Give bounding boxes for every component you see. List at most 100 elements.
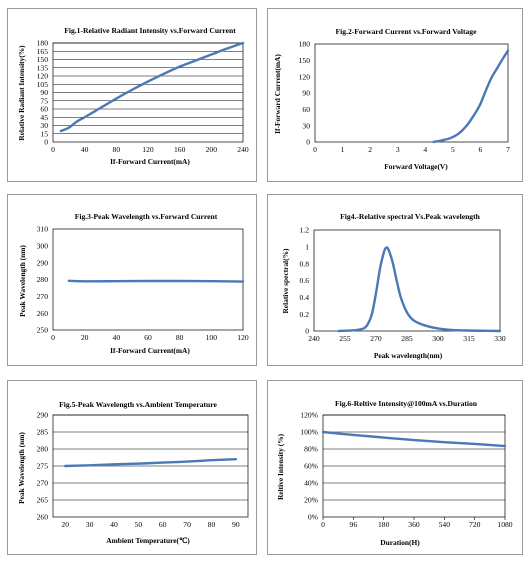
chart-1-y-tick-label: 0 (44, 138, 48, 147)
chart-3-x-tick-label: 20 (81, 333, 89, 342)
chart-1-x-tick-label: 0 (51, 145, 55, 154)
chart-2-y-tick-label: 180 (299, 40, 311, 49)
chart-6-y-tick-label: 80% (304, 445, 319, 454)
chart-5-x-tick-label: 40 (110, 520, 118, 529)
chart-1-y-tick-label: 135 (37, 63, 49, 72)
chart-1-x-tick-label: 120 (142, 145, 154, 154)
chart-1-y-tick-label: 45 (40, 113, 48, 122)
chart-3-x-tick-label: 40 (113, 333, 121, 342)
chart-3-y-tick-label: 290 (37, 258, 49, 267)
chart-1-x-tick-label: 80 (113, 145, 121, 154)
chart-6-svg: Fig.6-Reltive Intensity@100mA vs.Duratio… (276, 399, 513, 547)
chart-1-y-tick-label: 30 (40, 121, 48, 130)
chart-4-y-tick-label: 0.2 (300, 310, 310, 319)
chart-4-xlabel: Peak wavelength(nm) (374, 351, 443, 360)
chart-1-y-tick-label: 75 (40, 96, 48, 105)
chart-3-ylabel: Peak Wavelength (nm) (18, 245, 27, 317)
chart-3-y-tick-label: 270 (37, 292, 49, 301)
chart-3-y-tick-label: 310 (37, 225, 49, 234)
chart-2-y-tick-label: 90 (302, 89, 310, 98)
chart-2-svg: Fig.2-Forward Current vs.Forward Voltage… (273, 27, 510, 171)
chart-6-x-tick-label: 1080 (497, 520, 512, 529)
chart-4-x-tick-label: 285 (401, 334, 413, 343)
chart-6-y-tick-label: 120% (300, 411, 318, 420)
chart-1-x-tick-label: 160 (174, 145, 186, 154)
chart-3-plot-frame (52, 228, 244, 331)
chart-5-x-tick-label: 50 (135, 520, 143, 529)
chart-4-y-tick-label: 0.4 (300, 293, 310, 302)
chart-1-y-tick-label: 90 (40, 88, 48, 97)
chart-4-series-line (337, 246, 502, 333)
chart-2-x-tick-label: 2 (368, 145, 372, 154)
chart-2-x-tick-label: 6 (479, 145, 483, 154)
chart-1-y-tick-label: 60 (40, 105, 48, 114)
chart-1-y-tick-label: 105 (37, 80, 49, 89)
chart-3-svg: Fig.3-Peak Wavelength vs.Forward Current… (18, 212, 249, 355)
chart-6-title: Fig.6-Reltive Intensity@100mA vs.Duratio… (335, 399, 478, 408)
chart-6-y-tick-label: 60% (304, 462, 319, 471)
chart-3-y-tick-label: 250 (37, 326, 49, 335)
chart-2-x-tick-label: 7 (506, 145, 510, 154)
chart-3-xlabel: If-Forward Current(mA) (110, 346, 190, 355)
chart-1-title: Fig.1-Relative Radiant Intensity vs.Forw… (64, 26, 236, 35)
chart-2-x-tick-label: 4 (423, 145, 427, 154)
chart-6-xlabel: Duration(H) (380, 538, 420, 547)
chart-2-plot-frame (314, 43, 509, 143)
chart-1-x-tick-label: 240 (237, 145, 249, 154)
chart-2-y-tick-label: 150 (299, 56, 311, 65)
chart-4-y-tick-label: 1 (305, 242, 309, 251)
chart-1-y-tick-label: 15 (40, 129, 48, 138)
chart-2-title: Fig.2-Forward Current vs.Forward Voltage (336, 27, 478, 36)
chart-3-title: Fig.3-Peak Wavelength vs.Forward Current (75, 212, 218, 221)
chart-1-y-tick-label: 180 (37, 39, 49, 48)
chart-6-x-tick-label: 0 (321, 520, 325, 529)
chart-5-title: Fig.5-Peak Wavelength vs.Ambient Tempera… (59, 400, 217, 409)
chart-2-y-tick-label: 30 (302, 121, 310, 130)
chart-6-y-tick-label: 0% (308, 513, 319, 522)
chart-5-x-tick-label: 60 (159, 520, 167, 529)
chart-5-x-tick-label: 70 (183, 520, 191, 529)
chart-1-y-tick-label: 150 (37, 55, 49, 64)
chart-panel-4: Fig4.-Relative spectral Vs.Peak waveleng… (267, 194, 523, 366)
chart-5-series-line (63, 458, 238, 468)
chart-1-ylabel: Relative Radiant Intensity(%) (17, 45, 26, 141)
chart-5-x-tick-label: 80 (208, 520, 216, 529)
chart-2-y-tick-label: 0 (306, 138, 310, 147)
chart-5-y-tick-label: 260 (37, 513, 49, 522)
chart-5-y-tick-label: 285 (37, 428, 49, 437)
chart-2-x-tick-label: 5 (451, 145, 455, 154)
chart-1-series-line (59, 41, 245, 133)
chart-5-y-tick-label: 275 (37, 462, 49, 471)
chart-panel-3: Fig.3-Peak Wavelength vs.Forward Current… (7, 194, 257, 366)
chart-3-x-tick-label: 60 (144, 333, 152, 342)
chart-3-x-tick-label: 100 (206, 333, 218, 342)
chart-3-x-tick-label: 80 (176, 333, 184, 342)
chart-5-y-tick-label: 265 (37, 496, 49, 505)
chart-4-y-tick-label: 0.8 (300, 259, 310, 268)
chart-5-x-tick-label: 20 (61, 520, 69, 529)
chart-4-y-tick-label: 0.6 (300, 276, 310, 285)
chart-1-y-tick-label: 165 (37, 47, 49, 56)
chart-6-x-tick-label: 720 (469, 520, 481, 529)
chart-1-svg: Fig.1-Relative Radiant Intensity vs.Forw… (17, 26, 249, 166)
chart-6-ylabel: Reltive Intensity (%) (276, 433, 285, 500)
chart-2-xlabel: Forward Voltage(V) (384, 162, 448, 171)
chart-4-x-tick-label: 255 (339, 334, 351, 343)
chart-5-svg: Fig.5-Peak Wavelength vs.Ambient Tempera… (17, 400, 249, 545)
chart-2-series-line (432, 49, 510, 144)
chart-4-title: Fig4.-Relative spectral Vs.Peak waveleng… (340, 212, 480, 221)
chart-2-y-tick-label: 60 (302, 105, 310, 114)
chart-4-x-tick-label: 300 (432, 334, 444, 343)
chart-1-xlabel: If-Forward Current(mA) (110, 157, 190, 166)
chart-2-y-tick-label: 120 (299, 72, 311, 81)
chart-5-xlabel: Ambient Temperature(℃) (106, 536, 190, 545)
chart-6-y-tick-label: 40% (304, 479, 319, 488)
chart-panel-6: Fig.6-Reltive Intensity@100mA vs.Duratio… (267, 380, 523, 555)
chart-2-x-tick-label: 1 (341, 145, 345, 154)
chart-4-x-tick-label: 270 (370, 334, 382, 343)
chart-5-ylabel: Peak Wavelength (nm) (17, 432, 26, 504)
chart-6-x-tick-label: 360 (408, 520, 420, 529)
chart-3-y-tick-label: 260 (37, 309, 49, 318)
chart-6-x-tick-label: 540 (439, 520, 451, 529)
chart-panel-5: Fig.5-Peak Wavelength vs.Ambient Tempera… (7, 380, 257, 555)
